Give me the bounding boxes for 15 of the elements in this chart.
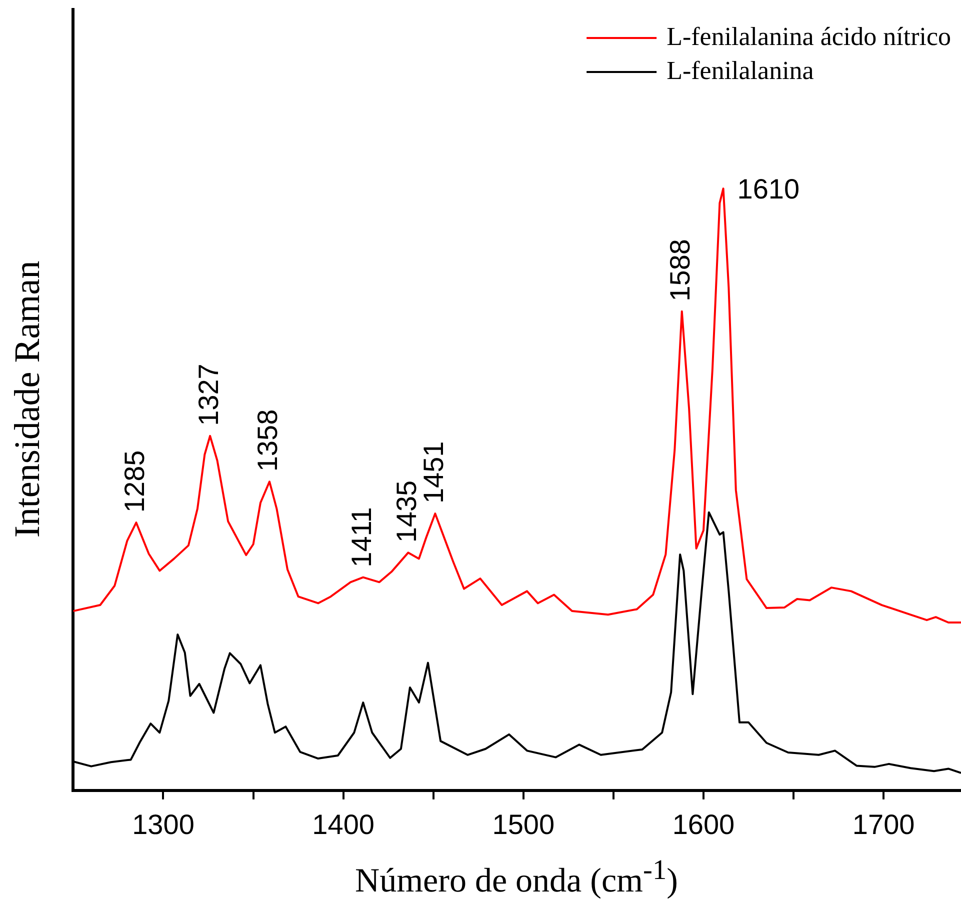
legend-label: L-fenilalanina: [666, 56, 814, 85]
annotation: 1327: [192, 364, 224, 426]
x-tick-label: 1300: [132, 808, 194, 840]
annotation: 1285: [118, 450, 150, 513]
x-tick-label: 1700: [852, 808, 915, 840]
x-tick-label: 1500: [492, 808, 555, 840]
annotation: 1588: [664, 239, 696, 302]
annotation: 1411: [346, 507, 377, 568]
legend-label: L-fenilalanina ácido nítrico: [666, 22, 952, 51]
y-axis-title: Intensidade Raman: [7, 260, 48, 538]
annotation: 1358: [252, 409, 284, 472]
annotation: 1610: [737, 173, 800, 204]
x-tick-label: 1600: [672, 808, 735, 840]
x-axis-title: Número de onda (cm$^{-1}$): [354, 855, 679, 900]
x-tick-label: 1400: [312, 808, 374, 840]
